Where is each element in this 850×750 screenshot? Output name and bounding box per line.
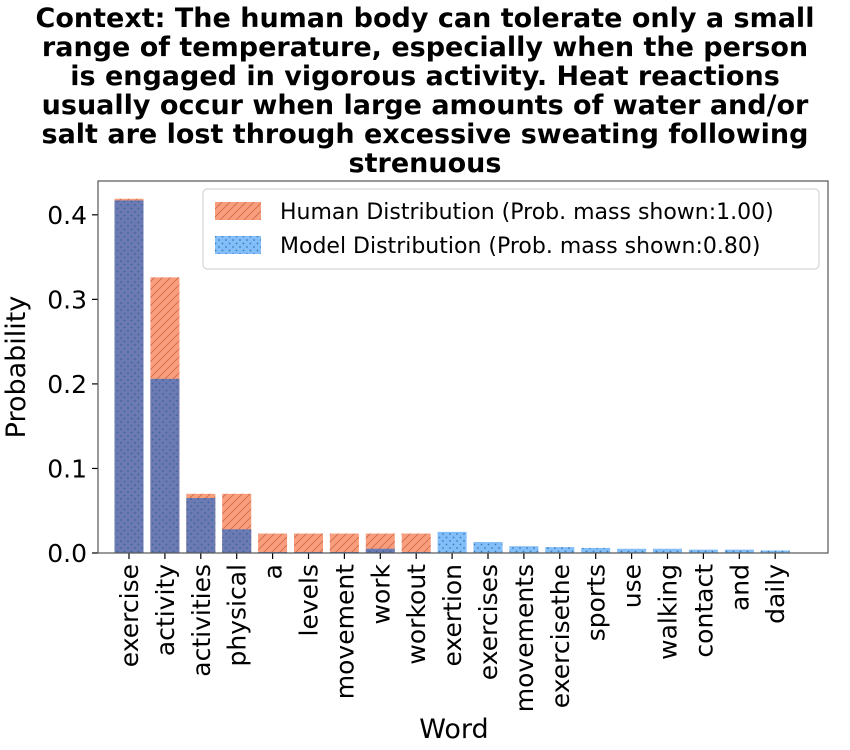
human-bar-hatch-workout bbox=[401, 533, 431, 553]
title-line: strenuous bbox=[349, 148, 502, 179]
x-tick-label: daily bbox=[761, 564, 790, 624]
human-bar-hatch-movement bbox=[329, 533, 359, 553]
model-bar-hatch-activity bbox=[150, 378, 180, 553]
x-tick-label: use bbox=[618, 564, 647, 608]
model-bar-hatch-exertion bbox=[437, 531, 467, 553]
model-bar-hatch-walking bbox=[653, 548, 682, 553]
legend-label-human: Human Distribution (Prob. mass shown:1.0… bbox=[280, 200, 774, 225]
legend: Human Distribution (Prob. mass shown:1.0… bbox=[202, 188, 820, 270]
x-tick-label: physical bbox=[223, 564, 252, 667]
legend-swatch-human-hatch bbox=[215, 202, 261, 220]
model-bar-hatch-exercise bbox=[114, 200, 144, 554]
title-line: usually occur when large amounts of wate… bbox=[42, 90, 809, 121]
model-bar-hatch-exercises bbox=[473, 542, 503, 553]
title-line: range of temperature, especially when th… bbox=[42, 32, 808, 63]
x-axis-label: Word bbox=[419, 714, 488, 745]
title-line: Context: The human body can tolerate onl… bbox=[36, 3, 815, 34]
title-line: is engaged in vigorous activity. Heat re… bbox=[70, 61, 780, 92]
y-tick-label: 0.2 bbox=[47, 370, 87, 399]
x-tick-label: sports bbox=[582, 564, 611, 641]
human-bar-hatch-work bbox=[365, 533, 395, 553]
y-tick-label: 0.4 bbox=[47, 201, 87, 230]
title-line: salt are lost through excessive sweating… bbox=[42, 119, 809, 150]
x-axis-ticks: exercise activity activities physical a level… bbox=[115, 553, 790, 712]
legend-label-model: Model Distribution (Prob. mass shown:0.8… bbox=[280, 234, 760, 259]
human-bar-hatch-levels bbox=[294, 533, 323, 553]
model-bar-hatch-and bbox=[724, 549, 754, 553]
legend-box bbox=[202, 188, 820, 270]
x-tick-label: and bbox=[725, 564, 754, 611]
x-tick-label: levels bbox=[295, 564, 324, 636]
model-distribution-bars bbox=[114, 200, 790, 554]
y-axis-ticks: 0.0 0.1 0.2 0.3 0.4 bbox=[47, 201, 98, 568]
x-tick-label: contact bbox=[689, 564, 718, 658]
y-tick-label: 0.0 bbox=[47, 539, 87, 568]
x-tick-label: exercises bbox=[474, 564, 503, 680]
model-bar-hatch-exercisethe bbox=[545, 547, 575, 553]
y-axis-label: Probability bbox=[1, 296, 32, 439]
y-tick-label: 0.1 bbox=[47, 454, 87, 483]
x-tick-label: activities bbox=[187, 564, 216, 677]
x-tick-label: a bbox=[259, 564, 288, 579]
x-tick-label: movements bbox=[510, 564, 539, 712]
x-tick-label: work bbox=[366, 563, 395, 624]
x-tick-label: activity bbox=[151, 564, 180, 656]
model-bar-hatch-movements bbox=[509, 546, 539, 553]
y-tick-label: 0.3 bbox=[47, 285, 87, 314]
model-bar-hatch-contact bbox=[688, 549, 718, 553]
model-bar-hatch-physical bbox=[222, 529, 252, 553]
legend-swatch-model-hatch bbox=[215, 236, 261, 254]
model-bar-hatch-activities bbox=[186, 498, 216, 553]
model-bar-hatch-work bbox=[365, 548, 395, 553]
x-tick-label: walking bbox=[654, 564, 683, 660]
x-tick-label: workout bbox=[402, 564, 431, 665]
x-tick-label: exercisethe bbox=[546, 564, 575, 708]
plot-frame bbox=[97, 180, 829, 554]
human-bar-hatch-a bbox=[258, 533, 288, 553]
x-tick-label: exertion bbox=[438, 564, 467, 667]
model-bar-hatch-daily bbox=[760, 550, 790, 553]
model-bar-hatch-sports bbox=[581, 547, 611, 553]
chart-title: Context: The human body can tolerate onl… bbox=[36, 3, 815, 179]
model-bar-hatch-use bbox=[617, 548, 647, 553]
x-tick-label: movement bbox=[330, 564, 359, 699]
x-tick-label: exercise bbox=[115, 564, 144, 667]
